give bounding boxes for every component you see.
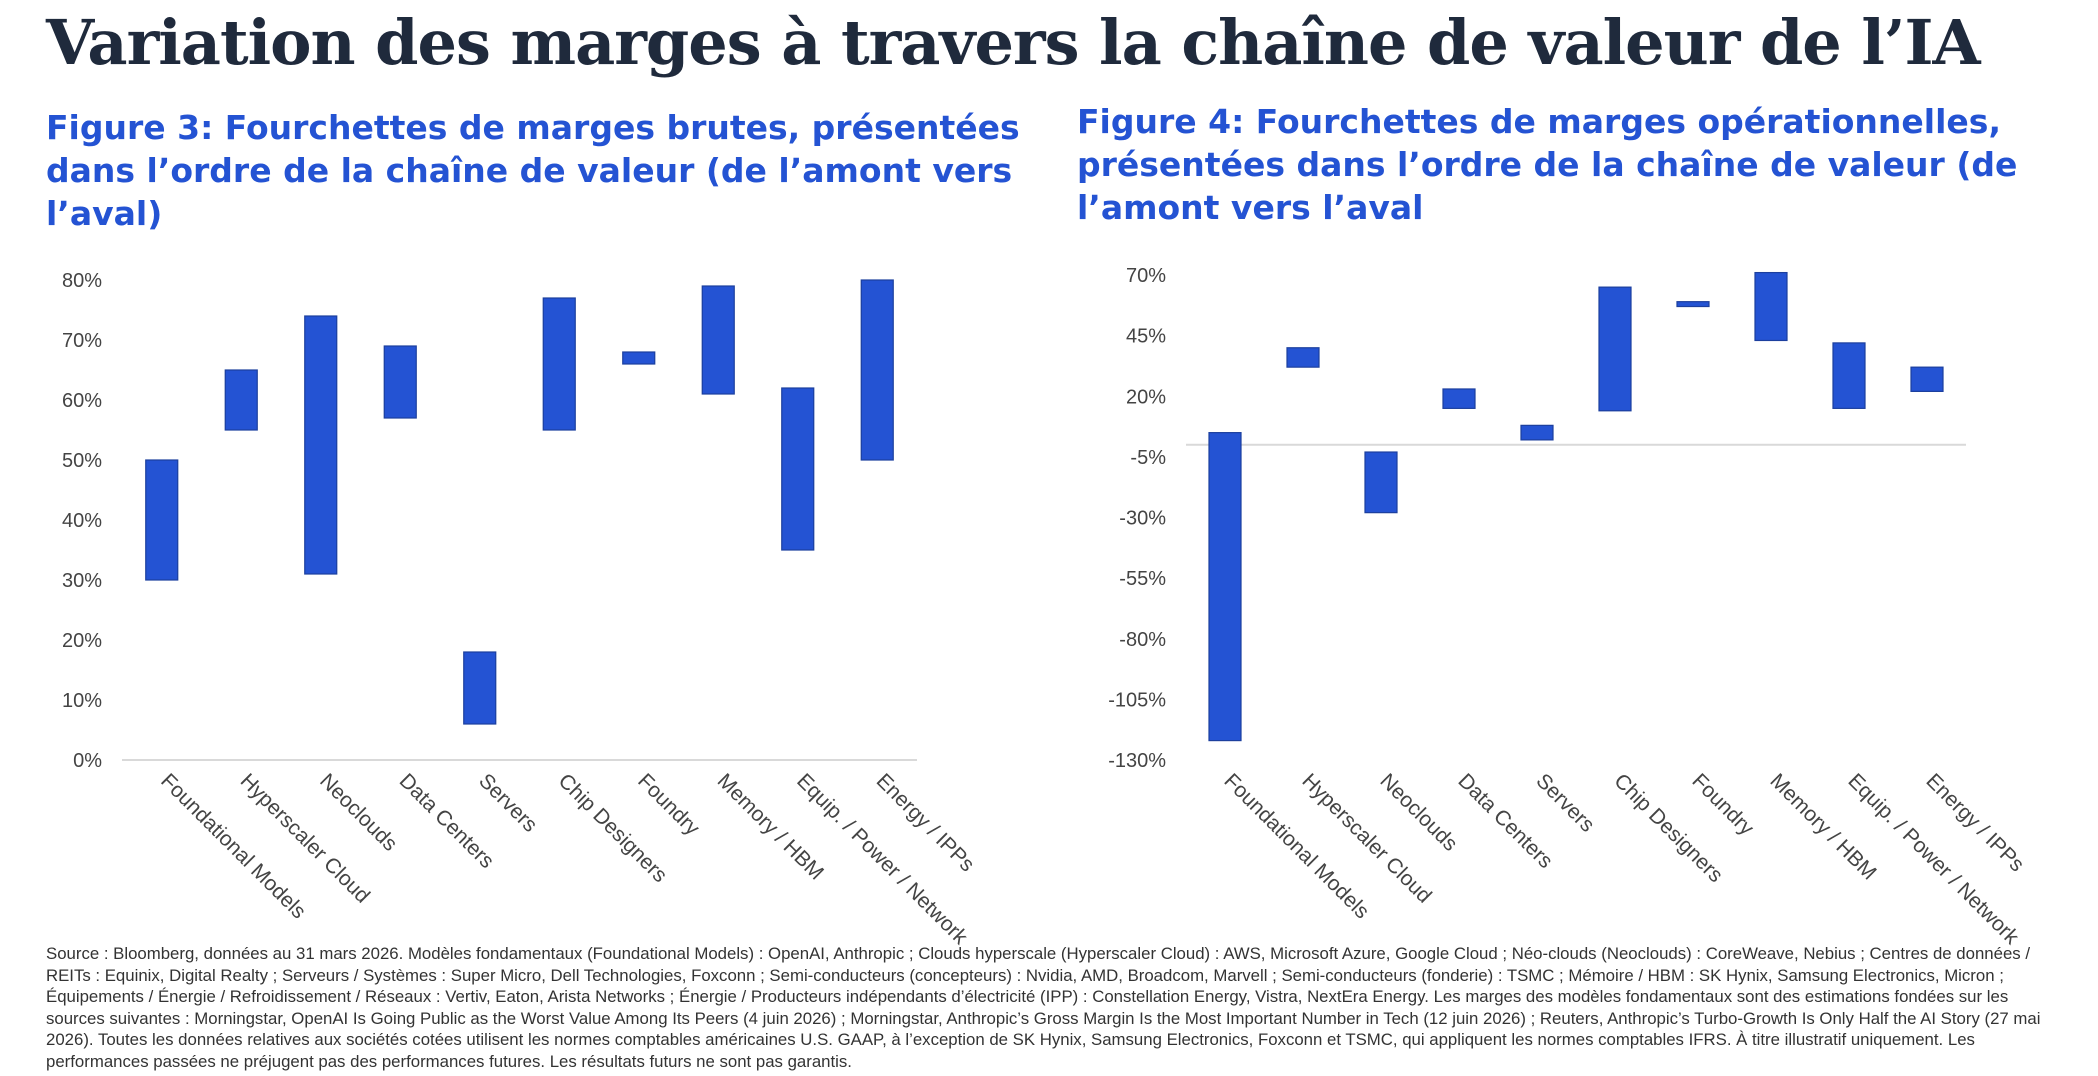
fig4-bar-data-centers (1442, 388, 1476, 409)
fig3-bar-memory-hbm (701, 285, 735, 395)
fig4-bar-hyperscaler-cloud (1286, 347, 1320, 368)
fig3-bar-equip-power-network (781, 387, 815, 551)
figure-3-chart: 0% 10% 20% 30% 40% 50% 60% 70% 80% Foundational M… (62, 270, 979, 949)
fig3-bar-data-centers (383, 345, 417, 419)
fig3-bar-energy-ipps (860, 279, 894, 461)
fig4-category-label-servers: Servers (1531, 769, 1598, 836)
fig4-y-tick-label: -130% (1108, 750, 1166, 772)
fig3-y-tick-label: 60% (62, 390, 102, 412)
fig3-bar-servers (463, 651, 497, 725)
fig3-y-tick-label: 40% (62, 510, 102, 532)
fig4-bar-foundational-models (1208, 432, 1242, 742)
fig3-bar-chip-designers (542, 297, 576, 431)
fig4-y-tick-label: 45% (1126, 326, 1166, 348)
fig4-bar-foundry (1676, 301, 1710, 308)
fig4-y-tick-label: 70% (1126, 265, 1166, 287)
fig3-bar-foundational-models (145, 459, 179, 581)
fig4-bar-energy-ipps (1910, 366, 1944, 392)
fig3-category-label-neoclouds: Neoclouds (315, 769, 401, 855)
fig4-y-tick-label: -105% (1108, 689, 1166, 711)
fig3-y-tick-label: 0% (73, 750, 102, 772)
fig3-y-tick-label: 50% (62, 450, 102, 472)
fig3-y-tick-label: 70% (62, 330, 102, 352)
fig4-y-tick-label: -30% (1119, 508, 1166, 530)
fig4-bar-neoclouds (1364, 451, 1398, 514)
fig3-bar-hyperscaler-cloud (224, 369, 258, 431)
fig4-bar-memory-hbm (1754, 271, 1788, 342)
fig4-category-label-hyperscaler-cloud: Hyperscaler Cloud (1297, 769, 1435, 907)
fig4-bar-servers (1520, 424, 1554, 441)
fig4-bar-equip-power-network (1832, 342, 1866, 409)
fig4-y-tick-label: -55% (1119, 568, 1166, 590)
fig3-bar-neoclouds (304, 315, 338, 575)
fig4-category-label-foundry: Foundry (1687, 769, 1758, 840)
fig4-y-tick-label: -80% (1119, 629, 1166, 651)
fig3-category-label-foundry: Foundry (633, 769, 704, 840)
fig3-bar-foundry (622, 351, 656, 365)
fig3-category-label-servers: Servers (474, 769, 541, 836)
figure-4-title: Figure 4: Fourchettes de marges opératio… (1077, 102, 2018, 227)
fig3-y-tick-label: 20% (62, 630, 102, 652)
fig3-y-tick-label: 10% (62, 690, 102, 712)
fig4-y-tick-label: 20% (1126, 386, 1166, 408)
source-footnote: Source : Bloomberg, données au 31 mars 2… (46, 944, 2041, 1071)
fig3-y-tick-label: 30% (62, 570, 102, 592)
fig3-category-label-foundational-models: Foundational Models (156, 769, 310, 923)
figure-4-chart: -130% -105% -80% -55% -30% -5% 20% 45% 70% Founda… (1108, 265, 2028, 949)
fig3-y-tick-label: 80% (62, 270, 102, 292)
fig4-category-label-foundational-models: Foundational Models (1219, 769, 1373, 923)
page-title: Variation des marges à travers la chaîne… (46, 6, 1981, 79)
figure-3-title: Figure 3: Fourchettes de marges brutes, … (46, 108, 1020, 233)
fig4-bar-chip-designers (1598, 286, 1632, 412)
fig4-y-tick-label: -5% (1130, 447, 1166, 469)
